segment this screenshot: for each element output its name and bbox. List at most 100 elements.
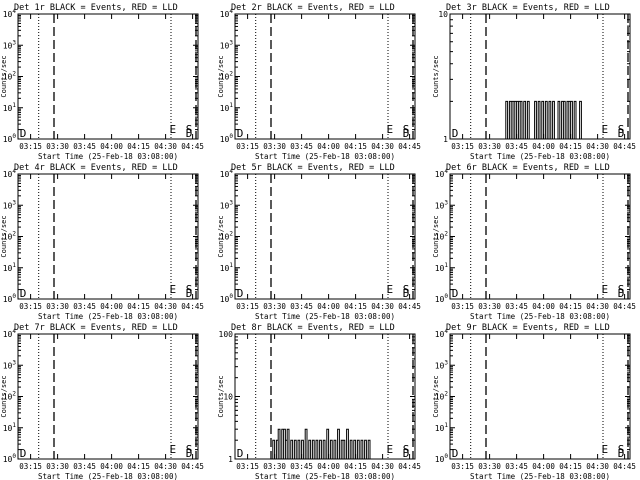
y-tick-label: 100: [220, 293, 234, 304]
x-tick-label: 03:15: [451, 302, 474, 311]
x-tick-label: 04:15: [559, 302, 582, 311]
x-tick-label: 04:15: [344, 462, 367, 471]
x-tick-label: 04:45: [181, 142, 204, 151]
event-marker-label: D: [186, 287, 193, 300]
detector-panel-8: Det 8r BLACK = Events, RED = LLD Counts/s…: [217, 323, 421, 480]
x-tick-label: 04:45: [613, 302, 636, 311]
y-tick-label: 102: [220, 71, 234, 82]
event-marker-label: S: [403, 123, 410, 136]
panel-title: Det 5r BLACK = Events, RED = LLD: [231, 163, 395, 173]
x-tick-label: 04:30: [154, 142, 177, 151]
event-marker-label: S: [618, 123, 625, 136]
x-axis-label: Start Time (25-Feb-18 03:08:00): [255, 312, 395, 321]
event-marker-label: D: [20, 447, 27, 460]
x-tick-label: 03:45: [73, 142, 96, 151]
x-tick-label: 04:30: [154, 462, 177, 471]
event-marker-label: D: [186, 127, 193, 140]
event-marker-label: D: [403, 447, 410, 460]
panel-title: Det 3r BLACK = Events, RED = LLD: [446, 3, 610, 13]
panel-title: Det 7r BLACK = Events, RED = LLD: [14, 323, 178, 333]
x-tick-label: 04:00: [532, 462, 555, 471]
y-tick-label: 10: [223, 393, 233, 402]
x-tick-label: 04:45: [398, 302, 421, 311]
x-tick-label: 04:30: [586, 462, 609, 471]
x-tick-label: 03:45: [505, 142, 528, 151]
detector-panel-4: Det 4r BLACK = Events, RED = LLD Counts/s…: [0, 163, 204, 321]
y-tick-label: 104: [435, 328, 449, 339]
y-tick-label: 102: [220, 231, 234, 242]
detector-panel-7: Det 7r BLACK = Events, RED = LLD Counts/s…: [0, 323, 204, 480]
x-tick-label: 03:30: [478, 462, 501, 471]
event-marker-label: S: [186, 283, 193, 296]
event-marker-label: E: [386, 283, 393, 296]
x-tick-label: 03:15: [19, 462, 42, 471]
x-tick-label: 04:00: [532, 302, 555, 311]
x-tick-label: 03:30: [46, 462, 69, 471]
panel-title: Det 1r BLACK = Events, RED = LLD: [14, 3, 178, 13]
event-marker-label: D: [20, 287, 27, 300]
event-marker-label: D: [618, 127, 625, 140]
x-tick-label: 03:45: [290, 142, 313, 151]
panel-title: Det 9r BLACK = Events, RED = LLD: [446, 323, 610, 333]
event-marker-label: S: [186, 123, 193, 136]
event-marker-label: E: [169, 123, 176, 136]
y-axis-label: Counts/sec: [217, 55, 225, 97]
x-tick-label: 04:15: [127, 142, 150, 151]
x-tick-label: 03:45: [505, 462, 528, 471]
y-tick-label: 103: [3, 199, 17, 210]
event-marker-label: S: [403, 283, 410, 296]
x-tick-label: 04:15: [559, 142, 582, 151]
x-tick-label: 03:15: [236, 462, 259, 471]
detector-panel-2: Det 2r BLACK = Events, RED = LLD Counts/s…: [217, 3, 421, 161]
event-marker-label: S: [618, 443, 625, 456]
event-marker-label: D: [186, 447, 193, 460]
x-tick-label: 03:30: [478, 302, 501, 311]
detector-panel-5: Det 5r BLACK = Events, RED = LLD Counts/s…: [217, 163, 421, 321]
x-axis-label: Start Time (25-Feb-18 03:08:00): [38, 472, 178, 480]
x-axis-label: Start Time (25-Feb-18 03:08:00): [470, 472, 610, 480]
y-tick-label: 103: [220, 39, 234, 50]
event-marker-label: D: [20, 127, 27, 140]
x-tick-label: 03:15: [236, 302, 259, 311]
x-tick-label: 04:00: [317, 302, 340, 311]
x-tick-label: 03:45: [505, 302, 528, 311]
detector-panel-3: Det 3r BLACK = Events, RED = LLD Counts/s…: [432, 3, 636, 161]
y-tick-label: 103: [220, 199, 234, 210]
x-tick-label: 04:30: [371, 462, 394, 471]
event-marker-label: E: [601, 123, 608, 136]
x-tick-label: 04:30: [371, 142, 394, 151]
y-tick-label: 100: [3, 293, 17, 304]
y-tick-label: 100: [435, 453, 449, 464]
y-tick-label: 101: [435, 262, 449, 273]
x-tick-label: 04:00: [100, 302, 123, 311]
x-tick-label: 04:30: [371, 302, 394, 311]
x-tick-label: 03:15: [236, 142, 259, 151]
event-marker-label: D: [237, 287, 244, 300]
y-tick-label: 100: [220, 133, 234, 144]
x-tick-label: 04:00: [317, 142, 340, 151]
y-tick-label: 104: [435, 168, 449, 179]
y-tick-label: 104: [220, 8, 234, 19]
x-tick-label: 03:30: [46, 302, 69, 311]
y-tick-label: 102: [435, 391, 449, 402]
event-marker-label: E: [169, 443, 176, 456]
event-marker-label: E: [386, 123, 393, 136]
x-tick-label: 04:00: [532, 142, 555, 151]
event-marker-label: D: [452, 127, 459, 140]
event-marker-label: D: [618, 447, 625, 460]
event-marker-label: D: [237, 127, 244, 140]
x-tick-label: 04:45: [181, 302, 204, 311]
events-trace: [505, 100, 582, 139]
x-axis-label: Start Time (25-Feb-18 03:08:00): [255, 472, 395, 480]
panel-title: Det 8r BLACK = Events, RED = LLD: [231, 323, 395, 333]
event-marker-label: D: [452, 287, 459, 300]
x-tick-label: 03:15: [19, 302, 42, 311]
y-tick-label: 102: [3, 71, 17, 82]
y-tick-label: 101: [220, 262, 234, 273]
y-tick-label: 104: [220, 168, 234, 179]
y-tick-label: 102: [3, 231, 17, 242]
detector-panel-9: Det 9r BLACK = Events, RED = LLD Counts/s…: [432, 323, 636, 480]
event-marker-label: S: [186, 443, 193, 456]
x-tick-label: 03:30: [263, 462, 286, 471]
y-tick-label: 101: [3, 422, 17, 433]
